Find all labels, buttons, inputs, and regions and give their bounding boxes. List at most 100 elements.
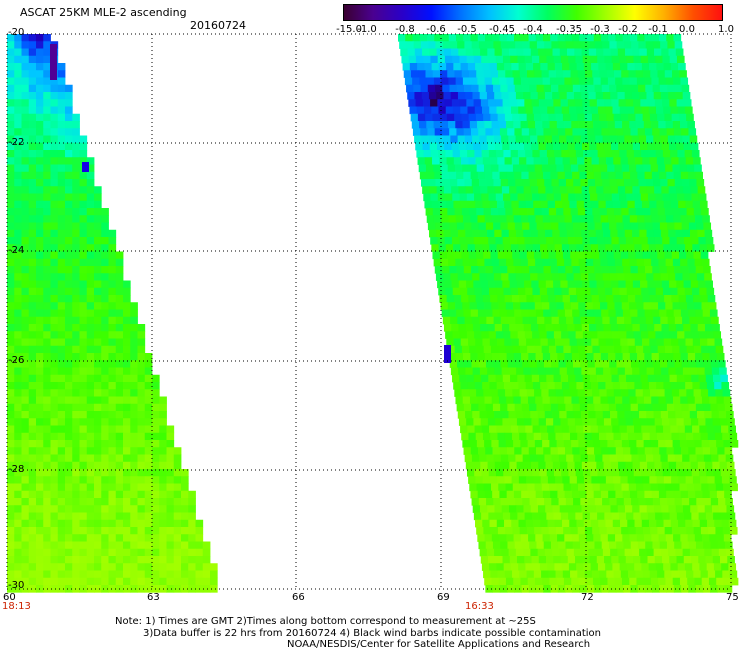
swath-cell (79, 447, 88, 455)
swath-cell (557, 353, 565, 361)
swath-cell (577, 295, 585, 303)
swath-cell (589, 512, 598, 521)
swath-cell (698, 237, 707, 245)
swath-cell (14, 208, 22, 216)
swath-cell (650, 70, 658, 78)
swath-cell (470, 128, 479, 136)
swath-cell (599, 345, 608, 354)
swath-cell (667, 498, 675, 506)
swath-cell (649, 519, 657, 528)
swath-cell (549, 258, 558, 267)
swath-cell (469, 121, 478, 129)
swath-cell (493, 84, 501, 93)
colorbar-tick-label: -0.4 (523, 24, 543, 35)
swath-cell (606, 295, 614, 303)
swath-cell (666, 447, 675, 455)
swath-cell (520, 302, 528, 310)
swath-cell (522, 273, 531, 281)
swath-cell (546, 556, 554, 564)
swath-cell (152, 534, 160, 542)
swath-cell (57, 512, 66, 521)
swath-cell (419, 171, 428, 180)
swath-cell (526, 251, 535, 260)
swath-cell (478, 266, 486, 274)
swath-cell (447, 302, 456, 310)
swath-cell (677, 425, 686, 434)
swath-cell (627, 432, 636, 441)
swath-cell (65, 483, 73, 492)
swath-cell (655, 563, 664, 571)
swath-cell (173, 469, 182, 477)
swath-cell (86, 548, 95, 557)
swath-cell (65, 106, 73, 115)
swath-cell (417, 157, 426, 165)
swath-cell (36, 548, 44, 557)
swath-cell (626, 425, 635, 434)
swath-cell (531, 556, 540, 564)
swath-cell (559, 92, 568, 100)
swath-cell (593, 77, 602, 86)
swath-cell (79, 534, 88, 542)
swath-cell (558, 403, 566, 412)
swath-cell (479, 505, 488, 513)
swath-cell (609, 454, 618, 463)
swath-cell (635, 389, 644, 397)
swath-cell (520, 396, 529, 405)
swath-cell (649, 295, 658, 303)
swath-cell (65, 338, 73, 347)
swath-cell (673, 447, 682, 455)
swath-cell (130, 498, 138, 506)
swath-cell (21, 316, 30, 325)
swath-cell (568, 425, 577, 434)
swath-cell (43, 425, 51, 434)
swath-cell (72, 505, 80, 513)
swath-cell (695, 490, 703, 499)
swath-cell (152, 447, 160, 455)
swath-cell (115, 367, 124, 376)
swath-cell (576, 476, 585, 484)
swath-cell (50, 338, 59, 347)
swath-cell (130, 374, 138, 383)
swath-cell (532, 382, 541, 390)
swath-cell (533, 63, 541, 71)
swath-cell (715, 527, 724, 535)
swath-cell (410, 70, 419, 78)
swath-cell (472, 411, 480, 419)
swath-cell (474, 287, 483, 296)
swath-cell (624, 367, 633, 376)
swath-cell (576, 63, 585, 71)
swath-cell (65, 360, 73, 368)
swath-cell (540, 157, 549, 165)
swath-cell (523, 229, 531, 238)
swath-cell (550, 490, 558, 499)
swath-cell (173, 527, 182, 535)
swath-cell (79, 541, 88, 550)
swath-cell (681, 222, 690, 231)
swath-cell (558, 454, 567, 463)
swath-cell (519, 570, 527, 579)
swath-cell (210, 577, 218, 586)
swath-cell (682, 135, 690, 144)
swath-cell (410, 113, 419, 122)
swath-cell (648, 287, 657, 296)
swath-cell (438, 287, 446, 296)
swath-cell (507, 541, 516, 550)
swath-cell (496, 150, 504, 158)
swath-cell (595, 411, 604, 419)
swath-cell (656, 519, 664, 528)
swath-cell (501, 229, 510, 238)
swath-cell (660, 454, 669, 463)
swath-cell (647, 556, 656, 564)
swath-cell (14, 164, 22, 173)
swath-cell (144, 585, 153, 593)
swath-cell (454, 389, 462, 397)
swath-cell (675, 273, 683, 281)
swath-cell (94, 295, 102, 303)
swath-cell (489, 63, 498, 71)
swath-cell (726, 548, 734, 557)
swath-cell (540, 295, 549, 303)
swath-cell (565, 179, 574, 187)
swath-cell (578, 396, 587, 405)
swath-cell (600, 215, 609, 223)
